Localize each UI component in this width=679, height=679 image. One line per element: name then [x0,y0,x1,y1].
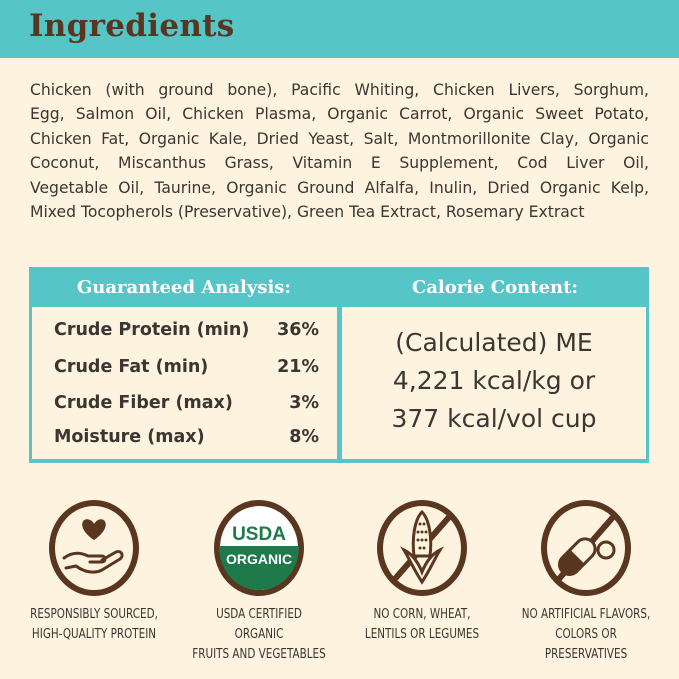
calorie-cell: (Calculated) ME 4,221 kcal/kg or 377 kca… [342,307,646,459]
badge-label-line: LENTILS OR LEGUMES [364,627,480,642]
badge-label: NO CORN, WHEAT, LENTILS OR LEGUMES [354,605,490,645]
ingredients-line: Coconut, Miscanthus Grass, Vitamin E Sup… [30,154,649,173]
calorie-line: (Calculated) ME [395,328,593,357]
analysis-value: 8% [289,427,319,447]
badge-label-line: NO ARTIFICIAL FLAVORS, [521,607,651,622]
badge-label-line: USDA CERTIFIED ORGANIC [216,607,302,642]
analysis-row: Crude Fat (min) 21% [54,357,319,377]
badge-label-line: COLORS OR PRESERVATIVES [544,627,628,662]
ingredients-line: Chicken Fat, Organic Kale, Dried Yeast, … [30,129,649,148]
analysis-cell: Crude Protein (min) 36% Crude Fat (min) 21… [32,307,337,459]
analysis-title: Guaranteed Analysis: [76,277,292,298]
analysis-label: Crude Fiber (max) [54,393,233,413]
badge-label: USDA CERTIFIED ORGANIC FRUITS AND VEGETAB… [191,605,327,665]
ingredients-line: Vegetable Oil, Taurine, Organic Ground A… [30,178,649,197]
analysis-row: Moisture (max) 8% [54,427,319,447]
header-band: Ingredients [0,0,679,58]
analysis-label: Moisture (max) [54,427,205,447]
ingredients-list: Chicken (with ground bone), Pacific Whit… [30,78,649,224]
nutrition-table: Guaranteed Analysis: Calorie Content: Cr… [29,267,649,463]
calorie-title: Calorie Content: [411,277,579,298]
analysis-label: Crude Fat (min) [54,357,209,377]
seal-bottom-text: ORGANIC [226,551,292,567]
analysis-value: 36% [277,320,319,340]
usda-organic-seal: USDA ORGANIC [214,500,304,596]
ingredients-line: Mixed Tocopherols (Preservative), Green … [30,203,585,222]
badge-label-line: NO CORN, WHEAT, [373,607,471,622]
badge-label-line: RESPONSIBLY SOURCED, [30,607,158,622]
analysis-label: Crude Protein (min) [54,320,250,340]
ingredients-line: Egg, Salmon Oil, Chicken Plasma, Organic… [30,105,649,124]
heart-hand-icon [49,500,139,596]
analysis-value: 21% [277,357,319,377]
calorie-line: 377 kcal/vol cup [391,404,597,433]
analysis-value: 3% [289,393,319,413]
no-corn-icon [377,500,467,596]
badge-label: RESPONSIBLY SOURCED, HIGH-QUALITY PROTEIN [26,605,162,645]
badge-label: NO ARTIFICIAL FLAVORS, COLORS OR PRESERVA… [518,605,654,665]
analysis-row: Crude Fiber (max) 3% [54,393,319,413]
page-title: Ingredients [29,8,235,44]
analysis-row: Crude Protein (min) 36% [54,320,319,340]
badge-label-line: HIGH-QUALITY PROTEIN [31,627,157,642]
ingredients-line: Chicken (with ground bone), Pacific Whit… [30,81,649,99]
seal-top-text: USDA [232,524,286,545]
badge-label-line: FRUITS AND VEGETABLES [192,647,326,662]
no-artificial-icon [541,500,631,596]
calorie-line: 4,221 kcal/kg or [392,366,596,395]
